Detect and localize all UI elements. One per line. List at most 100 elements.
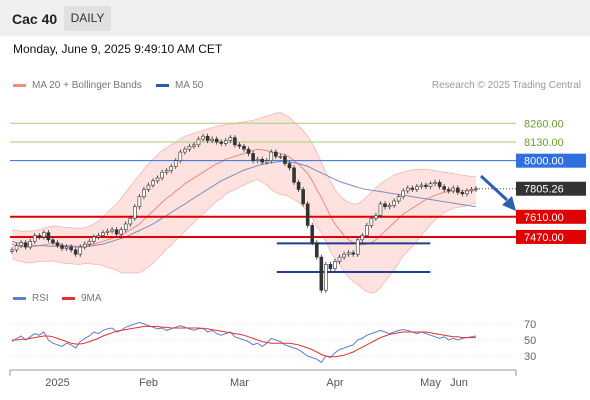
legend-item-9ma: 9MA bbox=[62, 293, 102, 304]
candle-body bbox=[128, 217, 133, 225]
candle-body bbox=[187, 145, 192, 150]
candle-body bbox=[337, 256, 342, 262]
level-label-bg-pivot bbox=[516, 153, 586, 168]
candle-body bbox=[196, 138, 201, 146]
legend-label-9ma: 9MA bbox=[81, 293, 102, 304]
current-price-label: 7805.26 bbox=[524, 184, 564, 196]
candle-body bbox=[133, 206, 137, 219]
timestamp: Monday, June 9, 2025 9:49:10 AM CET bbox=[13, 42, 223, 56]
candle-body bbox=[28, 240, 32, 248]
candle-body bbox=[155, 177, 160, 182]
x-tick-label: Mar bbox=[230, 377, 249, 389]
x-tick-label: May bbox=[420, 377, 441, 389]
candle-body bbox=[405, 187, 410, 192]
candle-body bbox=[314, 242, 319, 258]
candle-body bbox=[151, 180, 155, 186]
candle-body bbox=[123, 223, 128, 231]
rsi-series-rsi bbox=[11, 321, 477, 364]
candle-body bbox=[119, 229, 123, 235]
candle-body bbox=[396, 196, 401, 202]
legend-label-ma50: MA 50 bbox=[175, 80, 204, 91]
level-label-pivot: 8000.00 bbox=[524, 156, 564, 168]
candle-body bbox=[465, 190, 469, 195]
candle-body bbox=[73, 249, 78, 255]
x-tick-label: 2025 bbox=[45, 377, 69, 389]
candle-body bbox=[173, 160, 178, 167]
level-label-bg-support-2 bbox=[516, 229, 586, 244]
candle-body bbox=[37, 235, 42, 238]
candle-body bbox=[237, 144, 242, 147]
ma20-legend-swatch bbox=[13, 83, 26, 87]
period-tab-daily[interactable]: DAILY bbox=[64, 6, 111, 31]
candle-body bbox=[401, 190, 406, 197]
level-label-support-1: 7610.00 bbox=[524, 212, 564, 224]
candle-body bbox=[374, 215, 378, 219]
current-price-label-bg bbox=[516, 181, 586, 196]
level-label-resistance-1: 8130.00 bbox=[524, 137, 564, 149]
candle-body bbox=[255, 158, 260, 161]
legend-item-ma20: MA 20 + Bollinger Bands bbox=[13, 80, 142, 91]
candle-body bbox=[355, 239, 360, 255]
candle-body bbox=[42, 232, 46, 238]
candle-body bbox=[346, 252, 351, 255]
candle-body bbox=[192, 144, 196, 147]
candle-body bbox=[351, 252, 355, 255]
legend-item-rsi: RSI bbox=[13, 293, 49, 304]
candle-body bbox=[433, 181, 437, 185]
candle-body bbox=[242, 145, 246, 150]
candle-body bbox=[260, 158, 264, 163]
candle-body bbox=[410, 187, 415, 190]
legend-label-ma20: MA 20 + Bollinger Bands bbox=[32, 80, 142, 91]
candle-body bbox=[415, 186, 419, 190]
candle-body bbox=[82, 243, 87, 248]
candle-body bbox=[460, 192, 465, 195]
candle-body bbox=[383, 203, 387, 208]
candle-body bbox=[469, 189, 474, 192]
candle-body bbox=[214, 138, 219, 143]
candle-body bbox=[60, 245, 64, 249]
candle-body bbox=[301, 189, 305, 205]
candle-body bbox=[69, 246, 73, 251]
candle-body bbox=[87, 240, 92, 245]
candle-body bbox=[78, 246, 83, 255]
rsi-legend-swatch bbox=[13, 296, 26, 300]
candle-body bbox=[269, 151, 274, 161]
candle-body bbox=[137, 196, 142, 208]
candle-body bbox=[164, 170, 169, 173]
rsi-tick-label: 70 bbox=[524, 319, 536, 331]
candle-body bbox=[210, 138, 214, 141]
candle-body bbox=[92, 236, 96, 242]
candle-body bbox=[228, 137, 233, 141]
candle-body bbox=[96, 235, 101, 238]
candles-group bbox=[10, 133, 478, 293]
credit-text: Research © 2025 Trading Central bbox=[431, 80, 581, 91]
candle-body bbox=[110, 229, 114, 232]
candle-body bbox=[169, 166, 174, 172]
x-tick-label: Feb bbox=[139, 377, 158, 389]
x-tick-label: Apr bbox=[326, 377, 343, 389]
rsi-tick-label: 50 bbox=[524, 335, 536, 347]
candle-body bbox=[419, 184, 424, 187]
candle-body bbox=[369, 217, 374, 226]
candle-body bbox=[46, 232, 51, 241]
candle-body bbox=[446, 189, 451, 192]
forecast-arrow-shaft bbox=[479, 174, 509, 202]
candle-body bbox=[392, 200, 396, 206]
candle-body bbox=[342, 253, 346, 258]
candle-body bbox=[64, 246, 69, 249]
candle-body bbox=[201, 135, 205, 140]
candle-body bbox=[14, 245, 19, 251]
ma50-legend-swatch bbox=[156, 83, 169, 87]
candle-body bbox=[333, 261, 337, 269]
candle-body bbox=[233, 137, 237, 146]
candle-body bbox=[319, 256, 324, 291]
candle-body bbox=[365, 225, 369, 236]
candle-body bbox=[292, 167, 296, 183]
legend-label-rsi: RSI bbox=[32, 293, 49, 304]
candle-body bbox=[324, 263, 328, 291]
9ma-legend-swatch bbox=[62, 296, 75, 300]
candle-body bbox=[296, 181, 301, 190]
candle-body bbox=[205, 135, 210, 141]
candle-body bbox=[274, 151, 278, 157]
